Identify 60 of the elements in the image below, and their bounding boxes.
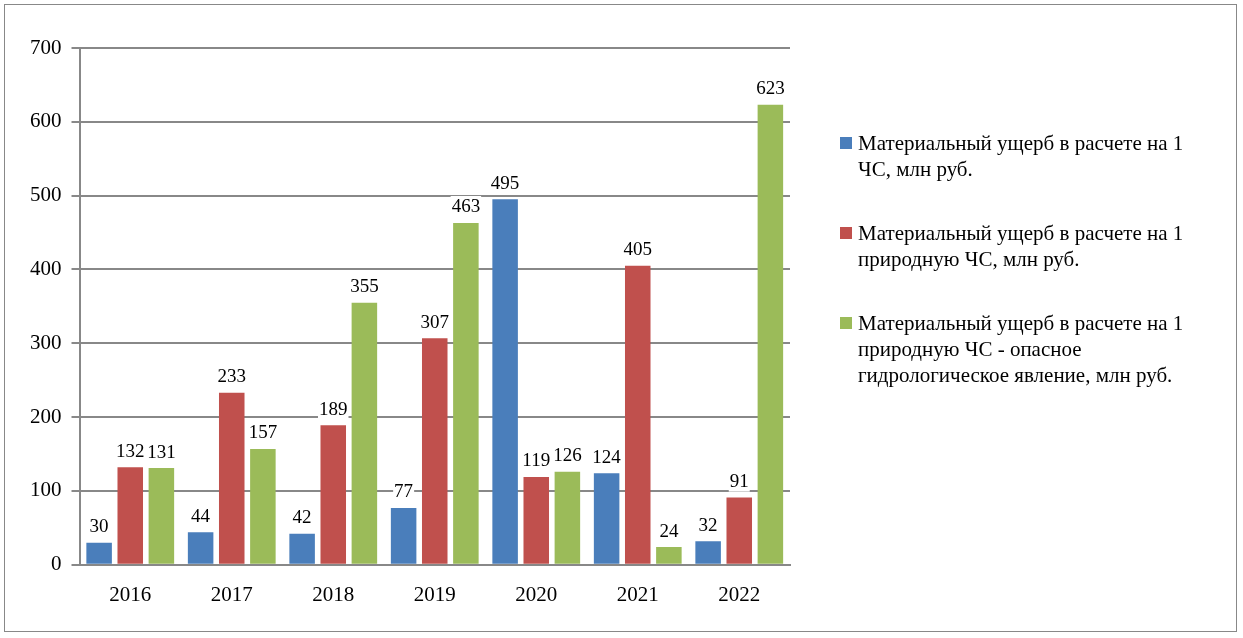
- x-tick-label: 2018: [312, 581, 355, 606]
- y-tick-label: 200: [30, 403, 62, 428]
- bar: [757, 104, 784, 564]
- data-label: 355: [350, 275, 379, 297]
- bar: [320, 425, 347, 564]
- bar: [148, 468, 175, 564]
- data-label: 91: [729, 470, 749, 492]
- x-tick-label: 2020: [515, 581, 558, 606]
- data-label: 189: [319, 397, 348, 419]
- bar: [351, 302, 378, 564]
- x-tick-label: 2021: [616, 581, 659, 606]
- bar: [86, 542, 112, 564]
- bar: [117, 467, 144, 564]
- data-label: 42: [292, 506, 312, 528]
- data-label: 119: [522, 449, 551, 471]
- bar: [523, 476, 550, 564]
- data-label: 623: [756, 77, 785, 99]
- data-label: 131: [147, 440, 176, 462]
- data-label: 126: [553, 444, 582, 466]
- data-label: 157: [248, 421, 278, 443]
- y-tick-label: 400: [30, 256, 62, 280]
- data-label: 495: [490, 171, 520, 193]
- legend-label: Материальный ущерб в расчете на 1 ЧС, млн руб.: [858, 130, 1185, 182]
- bar: [289, 533, 315, 564]
- bar: [250, 448, 276, 564]
- bar: [390, 507, 417, 564]
- bar: [695, 541, 721, 564]
- data-label: 132: [116, 439, 145, 461]
- data-label: 32: [698, 513, 718, 535]
- y-tick-label: 100: [30, 477, 62, 502]
- data-label: 463: [451, 195, 481, 217]
- data-label: 307: [420, 310, 449, 332]
- bar: [656, 547, 682, 564]
- x-tick-label: 2022: [718, 581, 761, 606]
- x-tick-label: 2019: [413, 581, 456, 606]
- bar: [554, 471, 581, 564]
- data-label: 30: [89, 515, 109, 537]
- bar: [453, 222, 479, 564]
- bar: [624, 265, 651, 564]
- bar: [593, 473, 620, 564]
- bar: [421, 338, 448, 564]
- data-label: 24: [659, 519, 679, 541]
- bar: [492, 199, 518, 564]
- bar: [726, 497, 753, 564]
- y-tick-label: 300: [30, 329, 62, 354]
- data-label: 77: [394, 480, 414, 502]
- data-label: 44: [191, 504, 211, 526]
- y-tick-label: 500: [30, 182, 62, 207]
- bar: [218, 392, 245, 564]
- data-label: 405: [623, 238, 652, 260]
- bar: [187, 532, 214, 564]
- y-tick-label: 0: [51, 551, 62, 576]
- y-tick-label: 600: [30, 108, 62, 133]
- y-tick-label: 700: [30, 34, 62, 59]
- legend-label: Материальный ущерб в расчете на 1 природную ЧС - опасное гидрологическое явление, млн руб.: [858, 310, 1185, 388]
- data-label: 233: [217, 365, 246, 387]
- x-tick-label: 2017: [210, 581, 253, 606]
- data-label: 124: [592, 445, 622, 467]
- legend-label: Материальный ущерб в расчете на 1 природную ЧС, млн руб.: [858, 220, 1185, 272]
- x-tick-label: 2016: [109, 581, 152, 606]
